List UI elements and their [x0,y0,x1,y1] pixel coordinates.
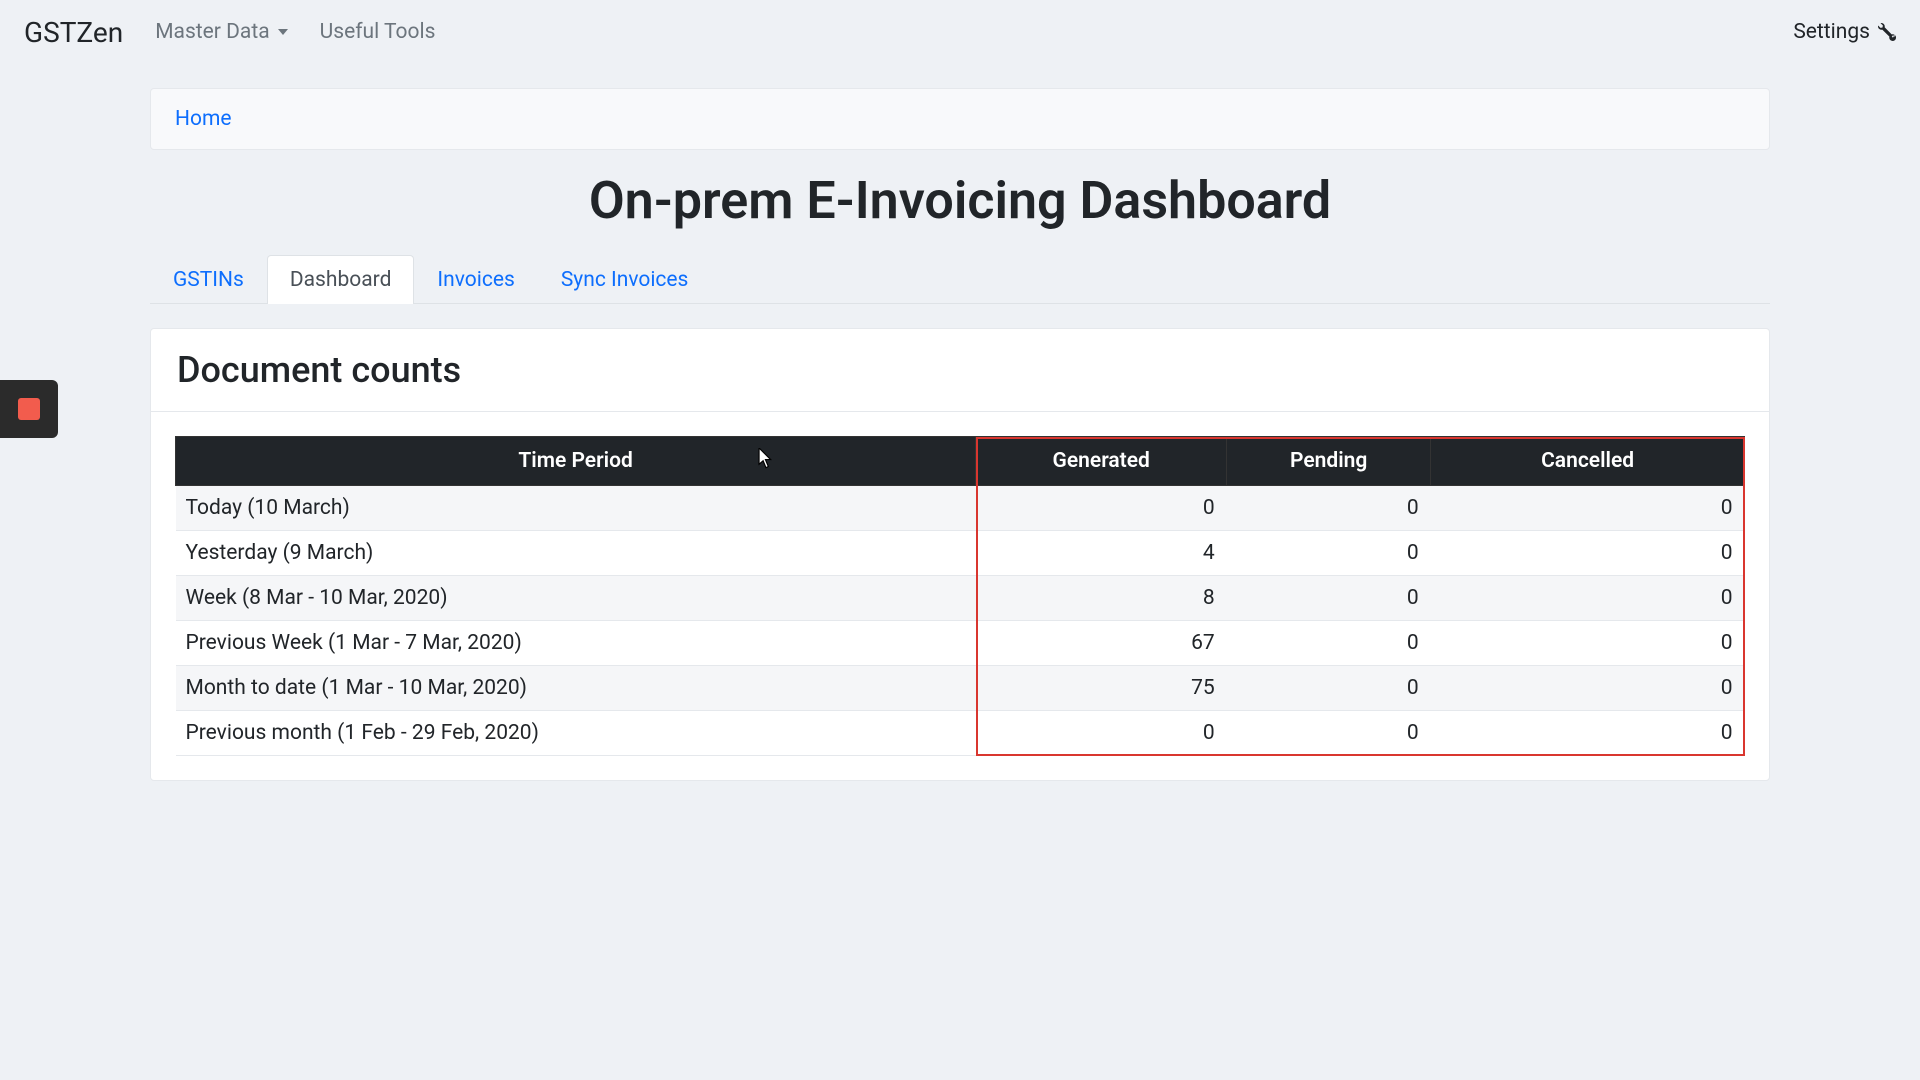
brand-logo[interactable]: GSTZen [24,16,123,49]
main-container: Home On-prem E-Invoicing Dashboard GSTIN… [130,88,1790,781]
cell-value: 0 [1431,666,1745,711]
cell-value: 0 [976,711,1227,756]
record-icon [18,398,40,420]
table-row: Today (10 March)000 [176,486,1745,531]
tab-dashboard[interactable]: Dashboard [267,255,415,304]
page-title: On-prem E-Invoicing Dashboard [150,170,1770,231]
chevron-down-icon [278,29,288,35]
cell-value: 0 [1227,486,1431,531]
cell-value: 0 [1227,576,1431,621]
cell-period: Previous month (1 Feb - 29 Feb, 2020) [176,711,976,756]
cell-period: Yesterday (9 March) [176,531,976,576]
cell-value: 0 [1227,711,1431,756]
col-time-period: Time Period [176,437,976,486]
table-header-row: Time Period Generated Pending Cancelled [176,437,1745,486]
nav-useful-tools[interactable]: Useful Tools [320,20,436,44]
cell-value: 75 [976,666,1227,711]
col-generated: Generated [976,437,1227,486]
cell-value: 0 [1227,666,1431,711]
panel-header: Document counts [151,329,1769,412]
col-pending: Pending [1227,437,1431,486]
document-counts-table: Time Period Generated Pending Cancelled … [175,436,1745,756]
cell-value: 0 [1431,621,1745,666]
breadcrumb: Home [150,88,1770,150]
cell-value: 8 [976,576,1227,621]
cell-value: 67 [976,621,1227,666]
wrench-icon [1878,23,1896,41]
cell-period: Previous Week (1 Mar - 7 Mar, 2020) [176,621,976,666]
cell-period: Week (8 Mar - 10 Mar, 2020) [176,576,976,621]
cell-period: Today (10 March) [176,486,976,531]
nav-master-data[interactable]: Master Data [155,20,287,44]
cell-value: 0 [1431,486,1745,531]
tab-sync-invoices[interactable]: Sync Invoices [538,255,712,304]
table-row: Previous month (1 Feb - 29 Feb, 2020)000 [176,711,1745,756]
cell-value: 4 [976,531,1227,576]
cell-value: 0 [1431,576,1745,621]
tab-invoices[interactable]: Invoices [414,255,537,304]
cell-value: 0 [1431,711,1745,756]
panel-body: Time Period Generated Pending Cancelled … [151,412,1769,780]
cell-period: Month to date (1 Mar - 10 Mar, 2020) [176,666,976,711]
cell-value: 0 [1431,531,1745,576]
table-row: Yesterday (9 March)400 [176,531,1745,576]
cell-value: 0 [976,486,1227,531]
table-row: Week (8 Mar - 10 Mar, 2020)800 [176,576,1745,621]
panel-title: Document counts [177,349,1743,391]
cell-value: 0 [1227,531,1431,576]
breadcrumb-home[interactable]: Home [175,107,232,131]
table-row: Month to date (1 Mar - 10 Mar, 2020)7500 [176,666,1745,711]
nav-settings-label: Settings [1793,20,1870,44]
nav-master-data-label: Master Data [155,20,269,44]
table-row: Previous Week (1 Mar - 7 Mar, 2020)6700 [176,621,1745,666]
cell-value: 0 [1227,621,1431,666]
col-cancelled: Cancelled [1431,437,1745,486]
tab-bar: GSTINs Dashboard Invoices Sync Invoices [150,255,1770,304]
top-navbar: GSTZen Master Data Useful Tools Settings [0,0,1920,64]
document-counts-panel: Document counts Time Period Generated Pe… [150,328,1770,781]
tab-gstins[interactable]: GSTINs [150,255,267,304]
side-record-widget[interactable] [0,380,58,438]
nav-settings[interactable]: Settings [1793,20,1896,44]
navbar-left-group: GSTZen Master Data Useful Tools [24,16,435,49]
